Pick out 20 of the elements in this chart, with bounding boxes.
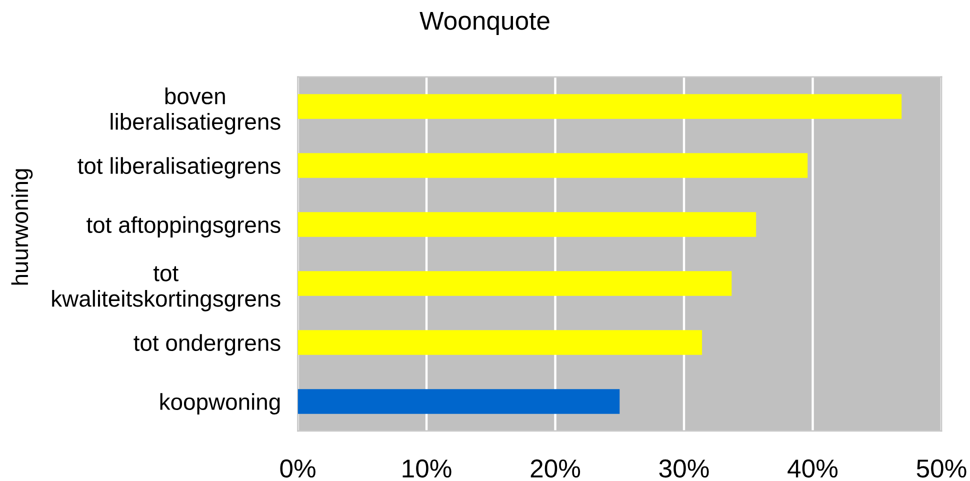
x-tick-label: 40% [788,459,838,478]
y-tick-label: boven liberalisatiegrens [110,87,280,134]
x-tick-label: 10% [402,459,452,478]
y-tick-label: tot aftoppingsgrens [86,216,280,238]
x-tick-label: 0% [280,459,316,478]
x-tick-label: 30% [659,459,709,478]
text: huurwoning [11,169,33,285]
y-tick-label: koopwoning [160,393,280,415]
x-tick-label: 20% [530,459,580,478]
y-tick-label: tot kwaliteitskortingsgrens [52,266,280,312]
bar [298,94,902,119]
y-tick-label: tot liberalisatiegrens [78,157,280,179]
chart-title: Woonquote [420,12,550,35]
y-tick-label: tot ondergrens [134,334,280,356]
bar [298,330,702,355]
bar [298,271,732,296]
x-tick-label: 50% [916,459,966,478]
bar [298,389,620,414]
bar [298,212,756,237]
bar [298,153,808,178]
